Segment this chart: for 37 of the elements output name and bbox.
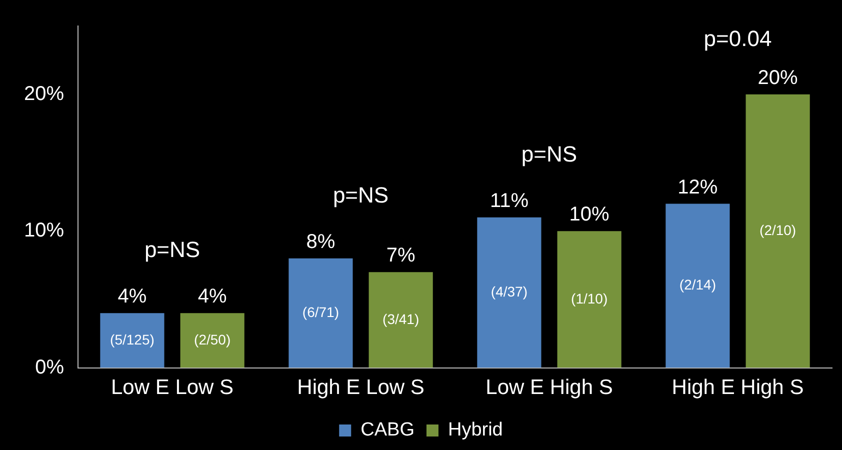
x-tick-label: Low E High S (486, 376, 613, 400)
data-label: 7% (386, 244, 416, 267)
y-tick-label: 10% (24, 220, 64, 242)
bar (557, 231, 622, 368)
annotation: p=0.04 (704, 26, 772, 52)
annotation: p=NS (144, 237, 200, 262)
legend-label: CABG (360, 420, 414, 441)
bar (288, 258, 353, 368)
data-label: 10% (569, 204, 610, 226)
y-tick-label: 0% (35, 356, 64, 378)
annotation: (4/37) (490, 283, 528, 300)
data-label: 4% (118, 286, 147, 308)
annotation: (2/50) (194, 331, 231, 348)
bar (180, 313, 244, 368)
annotation: (5/125) (110, 331, 154, 348)
annotation: (6/71) (302, 304, 340, 320)
data-label: 11% (490, 190, 529, 212)
x-tick-label: Low E Low S (110, 376, 234, 400)
x-tick-label: High E Low S (297, 376, 424, 400)
data-label: 8% (306, 230, 336, 253)
x-tick-label: High E High S (672, 376, 804, 400)
annotation: (1/10) (571, 290, 608, 306)
bar (666, 204, 730, 368)
annotation: (3/41) (382, 310, 420, 327)
data-label: 12% (678, 176, 718, 198)
data-label: 20% (758, 66, 798, 89)
annotation: (2/10) (760, 222, 796, 238)
bar (746, 94, 810, 368)
annotation: p=NS (521, 141, 578, 166)
y-tick-label: 20% (24, 82, 64, 105)
annotation: (2/14) (679, 276, 716, 293)
bar (477, 217, 542, 368)
legend-label: Hybrid (448, 420, 503, 441)
data-label: 4% (198, 286, 227, 308)
bar (368, 272, 433, 368)
annotation: p=NS (332, 182, 389, 208)
bar (100, 313, 164, 368)
